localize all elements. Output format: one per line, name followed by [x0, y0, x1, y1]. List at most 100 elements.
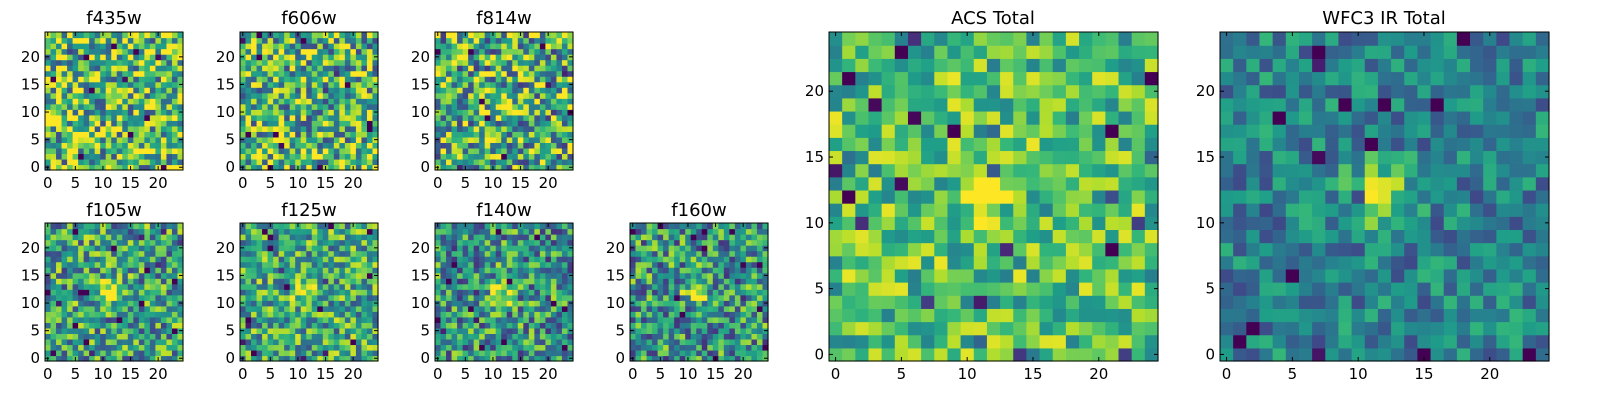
heatmap-cell — [501, 81, 508, 88]
heatmap-cell — [72, 142, 79, 149]
heatmap-cell — [545, 327, 552, 334]
heatmap-cell — [61, 327, 68, 334]
heatmap-cell — [289, 333, 296, 340]
heatmap-cell — [177, 120, 184, 127]
heatmap-cell — [344, 316, 351, 323]
heatmap-cell — [289, 103, 296, 110]
heatmap-cell — [245, 48, 252, 55]
heatmap-cell — [306, 92, 313, 99]
heatmap-cell — [56, 338, 63, 346]
heatmap-cell — [89, 228, 96, 235]
heatmap-cell — [829, 334, 843, 349]
heatmap-cell — [177, 338, 184, 346]
heatmap-cell — [674, 278, 681, 285]
heatmap-cell — [306, 245, 313, 252]
heatmap-cell — [545, 109, 552, 116]
heatmap-cell — [652, 349, 659, 357]
heatmap-cell — [273, 256, 280, 263]
heatmap-cell — [462, 278, 469, 285]
heatmap-cell — [495, 125, 502, 132]
heatmap-cell — [94, 48, 101, 55]
heatmap-cell — [372, 322, 379, 329]
heatmap-cell — [646, 327, 653, 334]
x-tick-label: 15 — [316, 174, 335, 192]
heatmap-cell — [762, 294, 769, 301]
heatmap-cell — [149, 245, 156, 252]
heatmap-cell — [451, 92, 458, 99]
heatmap-cell — [696, 239, 703, 246]
heatmap-cell — [328, 32, 335, 39]
heatmap-cell — [300, 239, 307, 246]
heatmap-cell — [468, 267, 475, 274]
heatmap-cell — [83, 338, 90, 346]
heatmap-cell — [251, 228, 258, 235]
heatmap-cell — [328, 278, 335, 285]
heatmap-cell — [273, 158, 280, 166]
heatmap-cell — [144, 43, 151, 50]
heatmap-cell — [372, 32, 379, 39]
heatmap-cell — [295, 256, 302, 263]
heatmap-cell — [361, 114, 368, 121]
heatmap-cell — [635, 322, 642, 329]
heatmap-cell — [284, 125, 291, 132]
heatmap-cell — [300, 338, 307, 346]
heatmap-cell — [289, 250, 296, 257]
heatmap-cell — [1052, 334, 1067, 349]
heatmap-cell — [83, 147, 90, 155]
heatmap-cell — [372, 147, 379, 155]
heatmap-cell — [300, 48, 307, 55]
heatmap-cell — [468, 70, 475, 77]
heatmap-cell — [550, 59, 558, 66]
heatmap-cell — [83, 294, 90, 301]
heatmap-cell — [679, 289, 686, 296]
heatmap-cell — [251, 245, 258, 252]
heatmap-cell — [556, 164, 563, 171]
heatmap-cell — [166, 164, 173, 171]
heatmap-cell — [641, 327, 648, 334]
heatmap-cell — [1065, 242, 1080, 257]
heatmap-cell — [484, 327, 491, 334]
heatmap-cell — [1092, 229, 1106, 244]
heatmap-cell — [668, 289, 675, 296]
heatmap-cell — [960, 255, 975, 270]
heatmap-cell — [539, 322, 546, 329]
heatmap-cell — [317, 228, 324, 235]
heatmap-cell — [83, 283, 90, 290]
heatmap-cell — [171, 59, 179, 66]
heatmap-cell — [646, 289, 653, 296]
heatmap-cell — [528, 147, 535, 155]
heatmap-cell — [306, 103, 313, 110]
heatmap-cell — [116, 120, 123, 127]
heatmap-cell — [512, 228, 519, 235]
heatmap-cell — [707, 267, 714, 274]
heatmap-cell — [685, 239, 692, 246]
heatmap-cell — [495, 245, 502, 252]
heatmap-cell — [435, 311, 442, 318]
heatmap-cell — [506, 87, 513, 94]
heatmap-cell — [67, 355, 74, 362]
heatmap-cell — [116, 283, 123, 290]
heatmap-cell — [339, 355, 346, 362]
heatmap-cell — [256, 136, 263, 143]
heatmap-cell — [539, 147, 546, 155]
heatmap-cell — [116, 234, 123, 241]
heatmap-cell — [262, 65, 269, 72]
heatmap-cell — [652, 234, 659, 241]
heatmap-cell — [344, 338, 351, 346]
heatmap-cell — [696, 338, 703, 346]
heatmap-cell — [1079, 163, 1093, 178]
heatmap-cell — [133, 32, 140, 39]
heatmap-cell — [435, 65, 442, 72]
heatmap-cell — [723, 338, 730, 346]
heatmap-cell — [490, 70, 497, 77]
heatmap-cell — [138, 327, 145, 334]
heatmap-cell — [561, 43, 569, 50]
heatmap-cell — [289, 267, 296, 274]
heatmap-cell — [111, 250, 118, 257]
heatmap-cell — [344, 322, 351, 329]
heatmap-cell — [528, 76, 535, 83]
heatmap-cell — [133, 239, 140, 246]
heatmap-cell — [322, 87, 329, 94]
heatmap-cell — [144, 311, 151, 318]
heatmap-cell — [1144, 189, 1159, 204]
